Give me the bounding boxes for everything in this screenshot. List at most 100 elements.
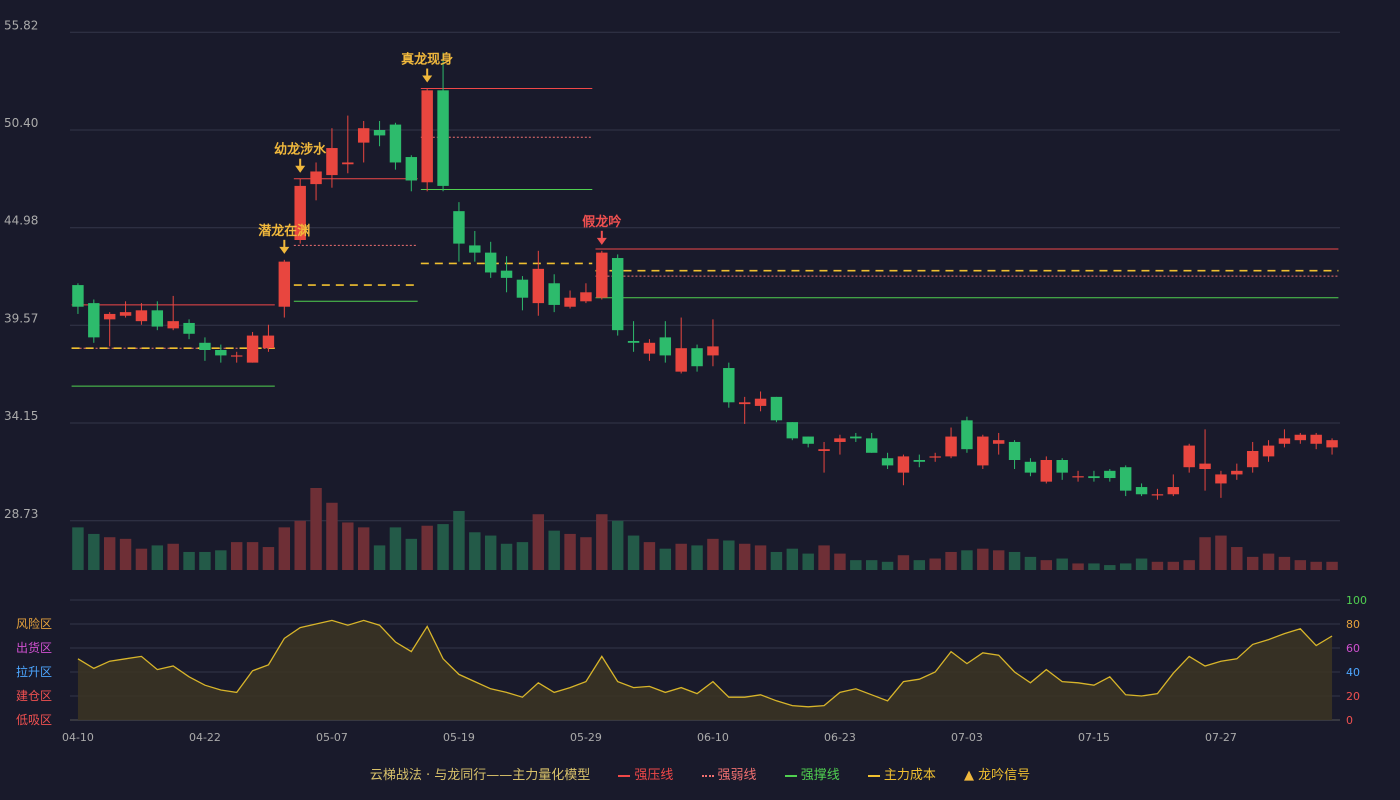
volume-bar	[738, 543, 751, 570]
candle-body	[532, 268, 545, 304]
legend-label-weak-resist: 强弱线	[717, 768, 757, 783]
volume-bar	[1119, 563, 1132, 570]
price-tick-label: 34.15	[4, 409, 38, 423]
volume-bar	[1231, 547, 1243, 570]
candle-body	[310, 171, 322, 185]
candle-body	[723, 368, 735, 403]
candle-body	[1024, 461, 1037, 473]
date-tick-label: 07-15	[1078, 731, 1110, 744]
price-tick-label: 39.57	[4, 311, 38, 325]
volume-bar	[1104, 565, 1116, 570]
legend-item-support[interactable]: 强撑线	[784, 764, 840, 783]
candle-body	[1246, 450, 1259, 468]
candle-body	[1119, 467, 1132, 491]
volume-bar	[357, 527, 370, 570]
volume-bar	[897, 555, 910, 570]
volume-bar	[850, 560, 862, 570]
legend-title: 云梯战法 · 与龙同行——主力量化模型	[369, 768, 591, 783]
volume-bar	[516, 542, 529, 570]
candle-body	[1088, 476, 1100, 479]
oscillator-tick-label: 0	[1346, 714, 1353, 727]
candle-body	[977, 436, 989, 466]
volume-bar	[1183, 560, 1195, 570]
volume-bar	[1151, 561, 1164, 570]
candle-body	[548, 283, 560, 305]
candle-body	[215, 350, 227, 356]
volume-bar	[802, 553, 814, 570]
signal-label: 真龙现身	[401, 52, 453, 68]
date-tick-label: 05-29	[570, 731, 602, 744]
volume-bar	[707, 538, 719, 570]
candle-body	[88, 303, 100, 338]
triangle-icon: ▲	[964, 768, 974, 783]
volume-bar	[1088, 563, 1100, 570]
legend-item-cost[interactable]: 主力成本	[867, 764, 936, 783]
volume-bar	[532, 514, 545, 570]
volume-bar	[643, 542, 656, 570]
volume-bar	[1326, 561, 1338, 570]
price-tick-label: 44.98	[4, 214, 38, 228]
volume-bar	[326, 502, 338, 570]
volume-bar	[103, 537, 116, 570]
volume-bar	[72, 527, 84, 570]
volume-bar	[1246, 556, 1259, 570]
oscillator-line	[77, 619, 1333, 708]
volume-bar	[1310, 561, 1322, 570]
legend-swatch-cost	[867, 774, 880, 777]
volume-bar	[754, 545, 767, 570]
candle-body	[389, 124, 402, 163]
date-tick-label: 04-22	[189, 731, 221, 744]
candle-body	[627, 340, 640, 343]
volume-bar	[548, 530, 560, 570]
volume-bar	[675, 543, 687, 570]
candle-body	[262, 335, 275, 349]
oscillator-tick-label: 60	[1346, 642, 1360, 655]
volume-bar	[342, 522, 354, 570]
candle-body	[850, 436, 862, 439]
volume-bar	[865, 560, 878, 570]
volume-bar	[691, 545, 703, 570]
chart-legend: 云梯战法 · 与龙同行——主力量化模型 强压线 强弱线 强撑线 主力成本 ▲ 龙…	[0, 764, 1400, 783]
candle-body	[294, 185, 306, 240]
candle-body	[469, 245, 481, 253]
candle-body	[405, 157, 418, 181]
candle-body	[897, 456, 910, 473]
candle-body	[72, 285, 84, 307]
oscillator-tick-label: 100	[1346, 594, 1367, 607]
legend-swatch-support	[784, 774, 797, 777]
volume-bar	[881, 561, 894, 570]
date-tick-label: 07-03	[951, 731, 983, 744]
candle-body	[278, 261, 291, 307]
legend-item-strong-resist[interactable]: 强压线	[618, 764, 673, 783]
legend-item-signal[interactable]: ▲ 龙吟信号	[964, 764, 1030, 783]
date-tick-label: 05-07	[316, 731, 348, 744]
volume-bar	[977, 548, 989, 570]
candle-body	[611, 258, 624, 331]
volume-bar	[786, 548, 799, 570]
volume-bar	[453, 510, 465, 570]
volume-bar	[564, 533, 576, 570]
candle-body	[199, 342, 211, 350]
volume-bar	[611, 520, 624, 570]
candle-body	[1215, 474, 1227, 484]
candle-body	[913, 460, 926, 462]
candle-body	[707, 346, 719, 356]
candle-body	[945, 436, 957, 457]
candle-body	[564, 297, 576, 307]
volume-bar	[389, 527, 402, 570]
volume-bar	[1262, 553, 1275, 570]
volume-bar	[1167, 561, 1180, 570]
candle-body	[373, 130, 386, 136]
legend-label-signal: 龙吟信号	[978, 768, 1031, 783]
signal-arrow-icon	[295, 165, 306, 173]
candle-body	[1072, 476, 1084, 478]
candle-body	[183, 322, 195, 334]
candle-body	[738, 402, 751, 405]
candle-body	[1056, 460, 1068, 473]
volume-bar	[1040, 560, 1053, 570]
candle-body	[1008, 441, 1021, 460]
volume-bar	[770, 551, 783, 570]
legend-item-weak-resist[interactable]: 强弱线	[701, 764, 757, 783]
volume-bar	[1072, 563, 1084, 570]
candle-body	[992, 440, 1005, 444]
